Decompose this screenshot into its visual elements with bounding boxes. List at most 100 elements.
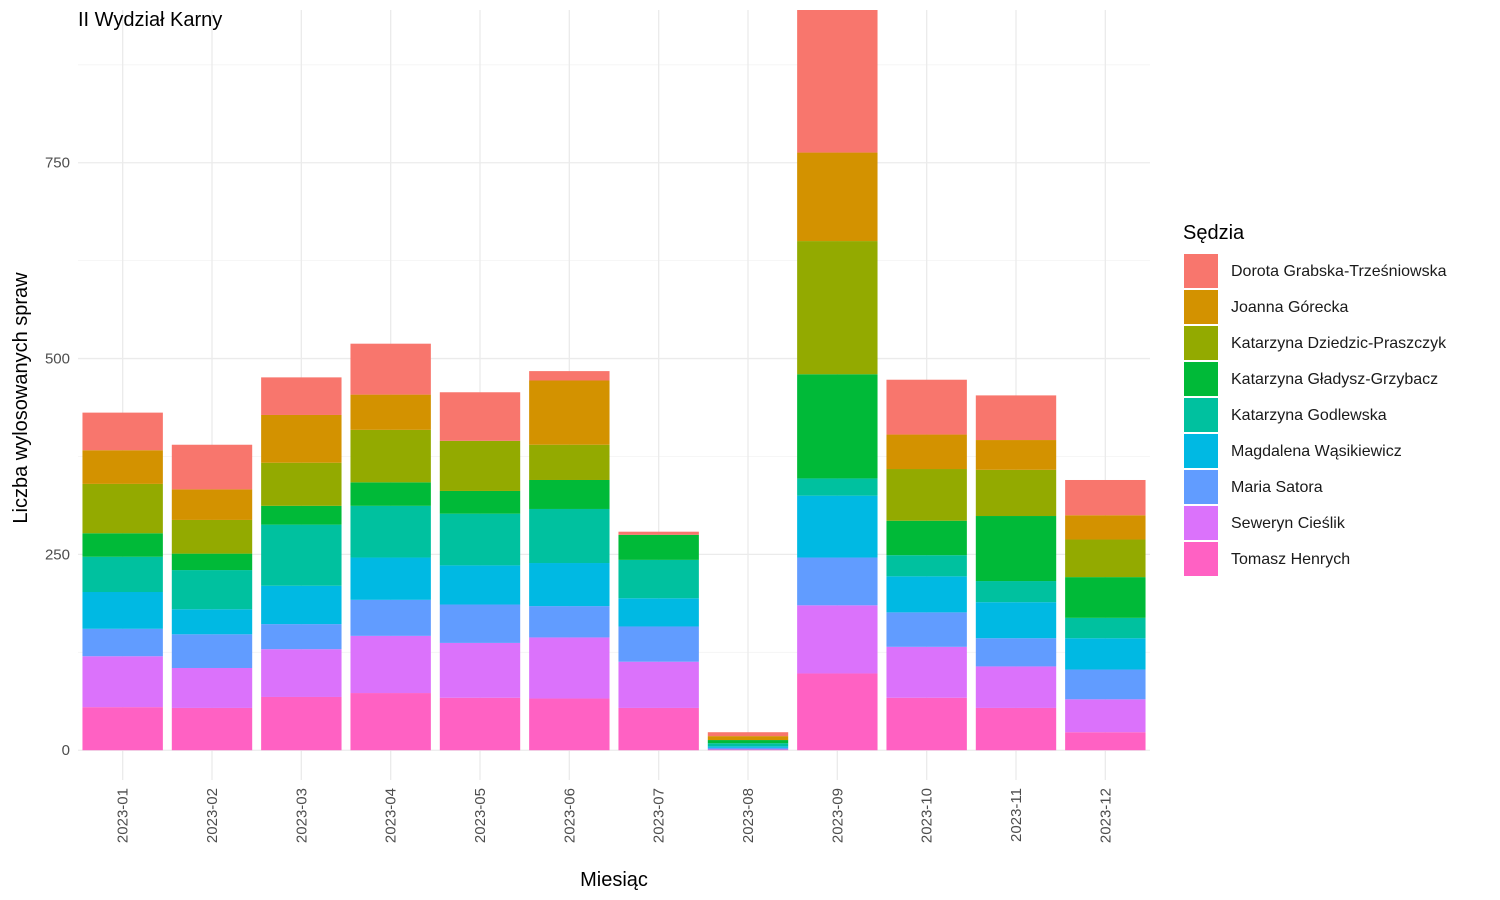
bar-segment [439, 642, 521, 698]
y-tick-labels: 0 250 500 750 [45, 155, 70, 759]
bar-segment [261, 414, 342, 463]
y-tick-label: 250 [45, 546, 70, 563]
bar-segment [171, 609, 253, 635]
bar-segment [82, 707, 163, 751]
bar-segment [975, 516, 1057, 582]
x-axis-title: Miesiąc [580, 869, 648, 891]
bar-segment [975, 469, 1057, 517]
bar-segment [529, 371, 610, 381]
bar-segment [618, 626, 699, 662]
bar-segment [82, 628, 163, 657]
bar-segment [261, 462, 342, 506]
bar-segment [886, 612, 967, 647]
y-tick-label: 750 [45, 155, 70, 172]
bar-segment [82, 556, 163, 593]
x-tick-label: 2023-10 [919, 788, 936, 843]
bar-segment [529, 380, 610, 445]
bar-segment [975, 666, 1057, 708]
legend-swatch [1184, 254, 1218, 288]
bar-segment [171, 667, 253, 708]
legend-swatch [1184, 398, 1218, 432]
bar-segment [439, 513, 521, 566]
bar-segment [261, 649, 342, 697]
x-tick-label: 2023-05 [472, 788, 489, 843]
bar-segment [975, 707, 1057, 751]
bar-segment [439, 604, 521, 643]
bar-segment [797, 495, 878, 558]
legend-label: Katarzyna Gładysz-Grzybacz [1231, 371, 1438, 388]
bar-segment [797, 605, 878, 674]
legend-swatch [1184, 470, 1218, 504]
bar-segment [529, 698, 610, 751]
x-tick-label: 2023-01 [115, 788, 132, 843]
bar-segment [82, 533, 163, 557]
bar-segment [82, 656, 163, 708]
bar-segment [350, 343, 431, 395]
bar-segment [618, 707, 699, 751]
legend-swatch [1184, 290, 1218, 324]
bar-segment [797, 152, 878, 242]
legend-label: Katarzyna Dziedzic-Praszczyk [1231, 335, 1447, 352]
legend-label: Seweryn Cieślik [1231, 515, 1346, 532]
legend-label: Joanna Górecka [1231, 299, 1349, 316]
legend-title: Sędzia [1183, 222, 1245, 244]
x-tick-label: 2023-11 [1008, 788, 1025, 842]
bar-segment [171, 489, 253, 520]
x-tick-label: 2023-03 [293, 788, 310, 843]
bar-segment [886, 434, 967, 470]
bars [82, 10, 1146, 751]
bar-segment [797, 10, 878, 153]
legend-label: Magdalena Wąsikiewicz [1231, 443, 1402, 460]
bar-segment [886, 555, 967, 577]
bar-segment [350, 557, 431, 600]
bar-segment [886, 697, 967, 751]
bar-segment [618, 534, 699, 560]
bar-segment [171, 519, 253, 554]
bar-segment [171, 570, 253, 610]
legend-label: Tomasz Henrych [1231, 551, 1350, 568]
bar-segment [975, 395, 1057, 441]
bar-segment [350, 429, 431, 483]
bar-segment [82, 592, 163, 629]
bar-segment [171, 707, 253, 751]
bar-segment [261, 505, 342, 525]
bar-segment [529, 508, 610, 564]
bar-segment [707, 740, 789, 744]
bar-segment [529, 637, 610, 699]
legend-label: Maria Satora [1231, 479, 1323, 496]
bar-segment [975, 602, 1057, 639]
x-tick-label: 2023-08 [740, 788, 757, 843]
bar-segment [82, 450, 163, 484]
y-tick-label: 0 [62, 742, 70, 759]
bar-segment [1065, 669, 1146, 700]
legend-swatch [1184, 434, 1218, 468]
bar-segment [618, 531, 699, 535]
legend-swatch [1184, 506, 1218, 540]
x-tick-label: 2023-02 [204, 788, 221, 843]
bar-segment [1065, 515, 1146, 540]
bar-segment [1065, 638, 1146, 670]
bar-segment [797, 557, 878, 606]
bar-segment [975, 581, 1057, 603]
bar-segment [261, 624, 342, 650]
bar-segment [975, 638, 1057, 667]
bar-segment [797, 241, 878, 375]
bar-segment [350, 505, 431, 558]
bar-segment [529, 606, 610, 638]
bar-segment [1065, 732, 1146, 751]
bar-segment [1065, 617, 1146, 639]
bar-segment [350, 394, 431, 430]
bar-segment [350, 635, 431, 694]
bar-segment [261, 696, 342, 751]
bar-segment [618, 598, 699, 627]
bar-segment [171, 634, 253, 668]
x-tick-label: 2023-07 [651, 788, 668, 843]
bar-segment [1065, 699, 1146, 733]
legend-label: Dorota Grabska-Trześniowska [1231, 263, 1447, 280]
bar-segment [886, 469, 967, 521]
y-axis-title: Liczba wylosowanych spraw [10, 272, 32, 524]
bar-segment [707, 732, 789, 737]
bar-segment [439, 565, 521, 605]
bar-segment [707, 736, 789, 741]
